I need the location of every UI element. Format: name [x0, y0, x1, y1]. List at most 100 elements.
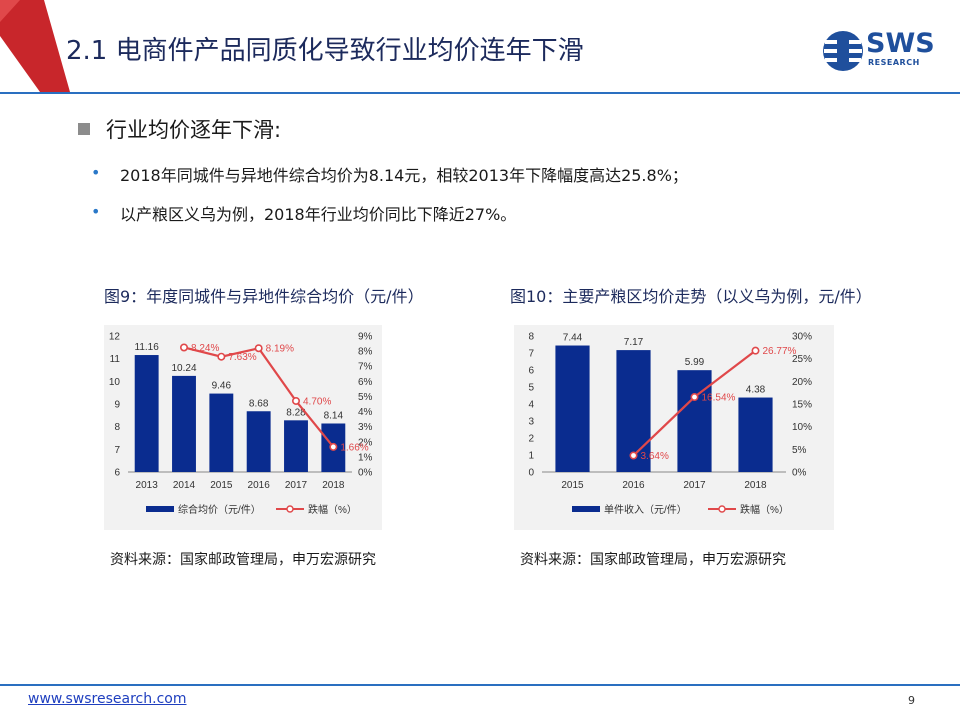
website-link[interactable]: www.swsresearch.com: [28, 691, 187, 707]
legend-bar-label: 综合均价（元/件）: [178, 503, 261, 516]
bar: [677, 370, 712, 472]
y2-tick-label: 30%: [792, 332, 812, 343]
y-tick-label: 0: [528, 468, 534, 479]
x-tick-label: 2014: [173, 480, 196, 491]
main-bullet-text: 行业均价逐年下滑:: [106, 118, 282, 142]
bar-data-label: 5.99: [685, 357, 705, 368]
bar: [209, 393, 234, 472]
x-tick-label: 2015: [561, 480, 584, 491]
line-data-label: 8.24%: [191, 343, 219, 354]
sub-bullet-text: 2018年同城件与异地件综合均价为8.14元，相较2013年下降幅度高达25.8…: [120, 166, 688, 185]
line-data-label: 1.66%: [340, 442, 368, 453]
y2-tick-label: 5%: [358, 392, 373, 403]
line-data-label: 4.70%: [303, 396, 331, 407]
y2-tick-label: 0%: [792, 468, 807, 479]
y2-tick-label: 20%: [792, 377, 812, 388]
x-tick-label: 2018: [322, 480, 345, 491]
y-tick-label: 2: [528, 434, 534, 445]
bar: [738, 397, 773, 472]
chart-1: 6 7 8 9 10 11 12 0% 1% 2% 3% 4% 5% 6% 7% 8% 9% 11.16 2013 1…: [109, 332, 373, 517]
y-tick-label: 3: [528, 417, 534, 428]
legend-line-marker: [718, 505, 726, 513]
y2-tick-label: 7%: [358, 362, 373, 373]
header-divider: [0, 92, 960, 94]
legend-line-label: 跌幅（%）: [740, 503, 789, 516]
x-tick-label: 2016: [622, 480, 645, 491]
bar-data-label: 11.16: [135, 342, 160, 353]
bar-data-label: 9.46: [212, 381, 232, 392]
y2-tick-label: 8%: [358, 347, 373, 358]
bar: [172, 375, 196, 472]
sws-logo: SWS RESEARCH: [822, 28, 942, 72]
line-point: [329, 442, 338, 451]
line-data-label: 3.64%: [641, 451, 669, 462]
y2-tick-label: 9%: [358, 332, 373, 343]
y-tick-label: 8: [114, 422, 120, 433]
line-data-label: 16.54%: [702, 393, 736, 404]
line-point: [180, 343, 189, 352]
y2-tick-label: 5%: [792, 445, 807, 456]
line-point: [690, 393, 699, 402]
legend-bar-swatch: [146, 506, 174, 512]
bar-data-label: 8.28: [286, 407, 306, 418]
bar: [284, 420, 308, 472]
y2-tick-label: 6%: [358, 377, 373, 388]
sub-bullet-1: • 2018年同城件与异地件综合均价为8.14元，相较2013年下降幅度高达25.…: [91, 162, 688, 186]
y-tick-label: 11: [110, 354, 121, 365]
y2-tick-label: 1%: [358, 452, 373, 463]
y-tick-label: 4: [528, 400, 534, 411]
x-tick-label: 2015: [210, 480, 233, 491]
y2-tick-label: 2%: [358, 437, 373, 448]
y2-tick-label: 0%: [358, 468, 373, 479]
line-point: [629, 451, 638, 460]
y-tick-label: 7: [528, 349, 534, 360]
y-tick-label: 6: [528, 366, 534, 377]
y2-tick-label: 10%: [792, 422, 812, 433]
line-data-label: 7.63%: [228, 352, 256, 363]
bar: [134, 355, 159, 472]
legend-line-marker: [286, 505, 294, 513]
y-tick-label: 9: [114, 400, 120, 411]
y2-tick-label: 3%: [358, 422, 373, 433]
bar: [555, 345, 590, 472]
bullet-dot-icon: •: [91, 163, 101, 182]
main-bullet: 行业均价逐年下滑:: [78, 114, 281, 144]
bullet-dot-icon: •: [91, 202, 101, 221]
figure-source-2: 资料来源：国家邮政管理局，申万宏源研究: [520, 552, 786, 568]
line-point: [217, 352, 226, 361]
bar-data-label: 7.44: [563, 333, 583, 344]
page-title: 2.1 电商件产品同质化导致行业均价连年下滑: [66, 36, 584, 66]
y-tick-label: 10: [109, 377, 121, 388]
line-point: [292, 396, 301, 405]
bar-data-label: 4.38: [746, 385, 766, 396]
bar-data-label: 8.68: [249, 398, 269, 409]
y2-tick-label: 4%: [358, 407, 373, 418]
x-tick-label: 2018: [744, 480, 767, 491]
bar-data-label: 7.17: [624, 337, 644, 348]
sub-bullet-text: 以产粮区义乌为例，2018年行业均价同比下降近27%。: [120, 205, 517, 224]
figure-caption-1: 图9：年度同城件与异地件综合均价（元/件）: [104, 287, 424, 306]
legend-line-label: 跌幅（%）: [308, 503, 357, 516]
chart-1-box: 6 7 8 9 10 11 12 0% 1% 2% 3% 4% 5% 6% 7% 8% 9% 11.16 2013 1…: [104, 325, 382, 530]
sub-bullet-2: • 以产粮区义乌为例，2018年行业均价同比下降近27%。: [91, 201, 517, 225]
chart-2: 0 1 2 3 4 5 6 7 8 0% 5% 10% 15% 20% 25% 30% 7.44 2015 7.17…: [528, 332, 812, 517]
figure-source-1: 资料来源：国家邮政管理局，申万宏源研究: [110, 552, 376, 568]
page-number: 9: [908, 694, 915, 707]
chart-2-box: 0 1 2 3 4 5 6 7 8 0% 5% 10% 15% 20% 25% 30% 7.44 2015 7.17…: [514, 325, 834, 530]
y-tick-label: 7: [114, 445, 120, 456]
line-point: [254, 344, 263, 353]
y-tick-label: 12: [109, 332, 121, 343]
y-tick-label: 6: [114, 468, 120, 479]
footer-divider: [0, 684, 960, 686]
x-tick-label: 2016: [248, 480, 271, 491]
x-tick-label: 2017: [683, 480, 706, 491]
logo-emblem-icon: [823, 31, 863, 71]
x-tick-label: 2013: [136, 480, 159, 491]
bar: [246, 411, 271, 472]
y-tick-label: 1: [528, 451, 534, 462]
x-tick-label: 2017: [285, 480, 308, 491]
line-data-label: 26.77%: [763, 346, 797, 357]
legend-bar-swatch: [572, 506, 600, 512]
corner-decoration: [0, 0, 70, 92]
logo-subtext: RESEARCH: [868, 58, 920, 67]
